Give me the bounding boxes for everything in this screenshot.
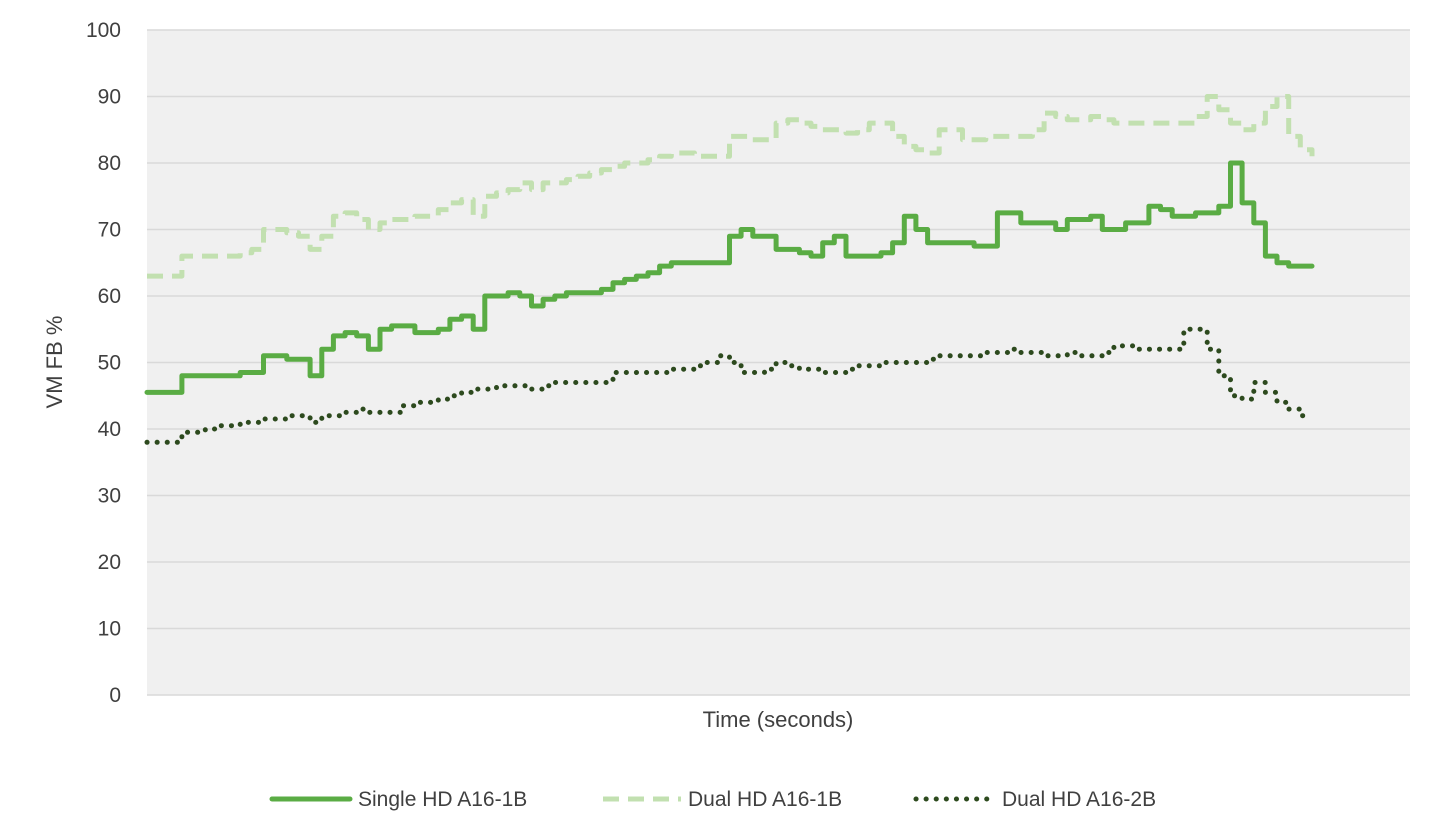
y-tick-label-70: 70: [98, 219, 121, 242]
legend-label-single-hd-a16-1b: Single HD A16-1B: [358, 788, 527, 811]
series-line-dual-hd-a16-1b: [147, 94, 1315, 279]
series-lines: [144, 94, 1315, 445]
series-line-single-hd-a16-1b: [144, 160, 1315, 395]
legend-item-single-hd-a16-1b: Single HD A16-1B: [269, 788, 527, 811]
legend-label-dual-hd-a16-1b: Dual HD A16-1B: [688, 788, 842, 811]
y-tick-label-10: 10: [98, 618, 121, 641]
gridlines: [147, 29, 1410, 696]
y-tick-label-80: 80: [98, 152, 121, 175]
legend-item-dual-hd-a16-1b: Dual HD A16-1B: [603, 788, 842, 811]
y-tick-label-30: 30: [98, 485, 121, 508]
y-tick-label-0: 0: [109, 684, 121, 707]
legend-item-dual-hd-a16-2b: Dual HD A16-2B: [913, 788, 1156, 811]
y-tick-label-100: 100: [86, 19, 121, 42]
y-axis-title: VM FB %: [42, 316, 67, 409]
legend-label-dual-hd-a16-2b: Dual HD A16-2B: [1002, 788, 1156, 811]
y-tick-label-20: 20: [98, 551, 121, 574]
y-tick-label-50: 50: [98, 352, 121, 375]
x-axis-title: Time (seconds): [703, 707, 854, 732]
legend: Single HD A16-1B Dual HD A16-1B Dual HD …: [269, 788, 1156, 811]
y-axis-tick-labels: 0 10 20 30 40 50 60 70 80 90 100: [86, 19, 121, 707]
y-tick-label-90: 90: [98, 86, 121, 109]
y-tick-label-40: 40: [98, 418, 121, 441]
y-tick-label-60: 60: [98, 285, 121, 308]
series-line-dual-hd-a16-2b: [144, 326, 1315, 445]
